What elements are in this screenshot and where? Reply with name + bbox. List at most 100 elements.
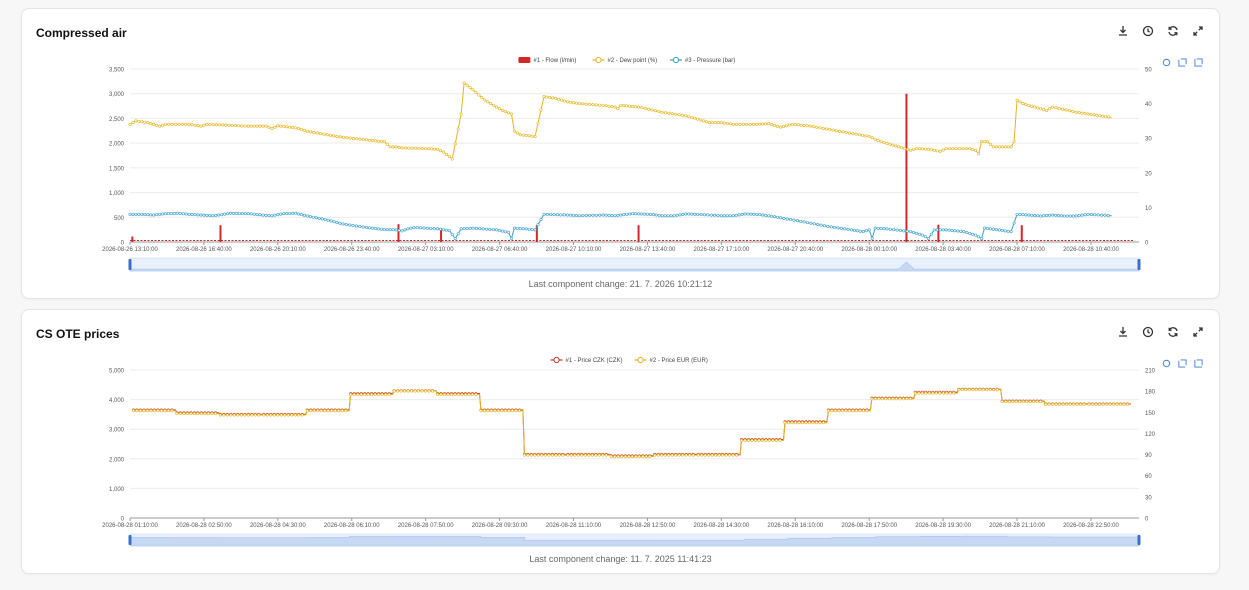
series-point: [799, 123, 803, 127]
series-point: [524, 133, 528, 137]
restore-icon[interactable]: [1161, 358, 1171, 368]
series-point: [169, 211, 173, 215]
price-point: [170, 409, 174, 413]
price-point: [604, 453, 608, 457]
data-zoom-preview: [129, 535, 1140, 547]
series-point: [584, 102, 588, 106]
series-point: [302, 128, 306, 132]
price-point: [246, 413, 250, 417]
fullscreen-icon[interactable]: [1191, 24, 1205, 38]
price-point: [988, 388, 992, 392]
series-point: [471, 226, 475, 230]
price-point: [851, 409, 855, 413]
series-point: [211, 123, 215, 127]
series-point: [230, 123, 234, 127]
series-point: [536, 223, 540, 227]
series-point: [140, 120, 144, 124]
legend-swatch-dot: [672, 56, 680, 64]
series-point: [474, 90, 478, 94]
series-point: [438, 149, 442, 153]
series-point: [746, 212, 750, 216]
price-point: [917, 391, 921, 395]
series-point: [285, 212, 289, 216]
series-point: [873, 226, 877, 230]
series-point: [637, 212, 641, 216]
series-point: [489, 102, 493, 106]
restore-icon[interactable]: [1161, 57, 1171, 67]
download-icon[interactable]: [1116, 325, 1130, 339]
series-point: [819, 223, 823, 227]
y-right-tick-label: 40: [1145, 102, 1152, 108]
series-point: [719, 121, 723, 125]
price-point: [554, 453, 558, 457]
y-right-tick-label: 0: [1145, 517, 1149, 523]
price-point: [681, 453, 685, 457]
series-point: [530, 228, 534, 232]
series-point: [828, 128, 832, 132]
series-point: [410, 146, 414, 150]
series-point: [773, 215, 777, 219]
series-point: [1071, 214, 1075, 218]
flow-bar: [440, 228, 443, 242]
series-point: [1101, 114, 1105, 118]
zoom-back-icon[interactable]: [1193, 358, 1203, 368]
price-point: [262, 413, 266, 417]
download-icon[interactable]: [1116, 24, 1130, 38]
series-point: [657, 110, 661, 114]
series-point: [932, 148, 936, 152]
series-point: [1021, 102, 1025, 106]
series-point: [220, 213, 224, 217]
series-point: [367, 226, 371, 230]
price-point: [489, 409, 493, 413]
history-icon[interactable]: [1141, 24, 1155, 38]
price-point: [992, 388, 996, 392]
series-point: [854, 132, 858, 136]
series-point: [977, 235, 981, 239]
series-point: [240, 212, 244, 216]
series-point: [342, 135, 346, 139]
series-point: [506, 111, 510, 115]
price-point: [463, 393, 467, 397]
series-point: [675, 213, 679, 217]
series-point: [653, 109, 657, 113]
price-point: [1075, 402, 1079, 406]
price-point: [370, 393, 374, 397]
series-point: [453, 237, 457, 241]
price-point: [159, 409, 163, 413]
series-point: [524, 227, 528, 231]
series-point: [326, 218, 330, 222]
series-point: [391, 145, 395, 149]
zoom-icon[interactable]: [1177, 57, 1187, 67]
series-point: [433, 147, 437, 151]
series-point: [270, 127, 274, 131]
price-point: [366, 393, 370, 397]
price-point: [941, 391, 945, 395]
price-point: [913, 391, 917, 395]
price-point: [1047, 402, 1051, 406]
series-point: [892, 228, 896, 232]
zoom-back-icon[interactable]: [1193, 57, 1203, 67]
refresh-icon[interactable]: [1166, 24, 1180, 38]
price-point: [870, 397, 874, 401]
fullscreen-icon[interactable]: [1191, 325, 1205, 339]
series-point: [674, 112, 678, 116]
price-point: [623, 455, 627, 459]
series-point: [831, 128, 835, 132]
x-tick-label: 2026-08-28 09:30:00: [472, 523, 528, 529]
price-point: [533, 453, 537, 457]
price-point: [594, 453, 598, 457]
series-point: [545, 95, 549, 99]
series-point: [501, 109, 505, 113]
series-point: [1009, 145, 1013, 149]
series-line: [129, 81, 1112, 160]
history-icon[interactable]: [1141, 325, 1155, 339]
y-left-tick-label: 2,500: [109, 117, 125, 123]
price-point: [300, 413, 304, 417]
series-point: [249, 124, 253, 128]
refresh-icon[interactable]: [1166, 325, 1180, 339]
series-point: [539, 218, 543, 222]
zoom-icon[interactable]: [1177, 358, 1187, 368]
series-point: [261, 213, 265, 217]
series-point: [453, 142, 457, 146]
series-point: [329, 219, 333, 223]
